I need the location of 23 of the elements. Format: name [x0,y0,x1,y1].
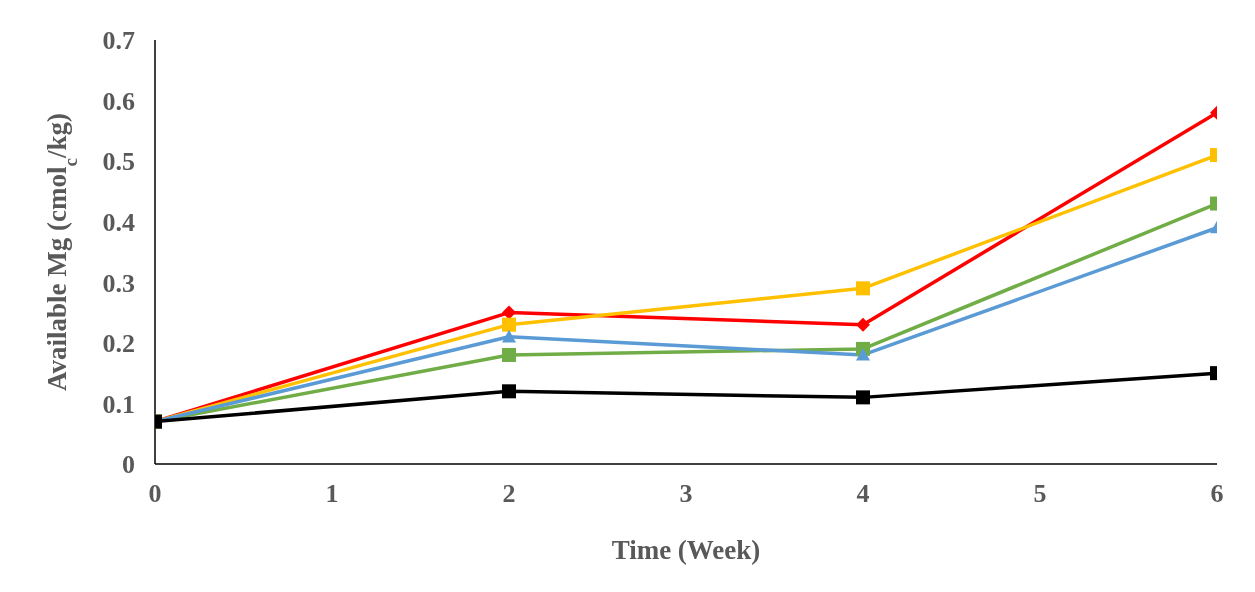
point [856,281,870,296]
y-tick-label: 0.6 [102,86,135,116]
x-tick-label: 2 [502,479,516,509]
point [502,347,516,362]
y-tick-label: 0 [122,450,135,480]
point [502,305,516,320]
y-tick-label: 0.2 [102,329,135,359]
x-axis-title: Time (Week) [611,535,761,565]
point [856,347,870,361]
y-tick-label: 0.7 [102,26,135,56]
x-tick-label: 3 [679,479,693,509]
point [856,317,870,332]
y-tick-label: 0.4 [102,207,135,237]
x-tick-label: 6 [1210,479,1224,509]
point [502,317,516,332]
x-tick-label: 0 [148,479,162,509]
y-tick-label: 0.3 [102,268,135,298]
x-tick-label: 5 [1033,479,1047,509]
x-tick-label: 4 [856,479,870,509]
y-tick-label: 0.1 [102,389,135,419]
x-tick-label: 1 [325,479,339,509]
y-tick-label: 0.5 [102,147,135,177]
point [502,329,516,343]
